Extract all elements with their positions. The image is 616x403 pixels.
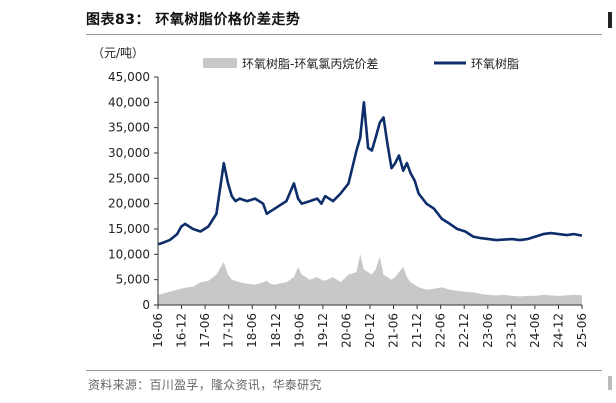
chart-legend: 环氧树脂-环氧氯丙烷价差 环氧树脂: [203, 56, 519, 71]
title-divider: [86, 34, 602, 35]
x-tick-label: 19-12: [316, 313, 330, 348]
series-line-epoxy: [157, 101, 583, 246]
x-tick-label: 24-12: [551, 313, 565, 348]
chart-title-row: 图表83： 环氧树脂价格价差走势: [86, 6, 602, 32]
legend-label-epoxy: 环氧树脂: [471, 56, 519, 71]
y-tick-label: 45,000: [108, 70, 150, 84]
x-tick-label: 24-06: [528, 313, 542, 348]
x-tick-label: 18-06: [245, 313, 259, 348]
chart-axes: 0 5,000 10,000 15,000 20,000 25,000 30,000 35,0…: [108, 70, 589, 348]
adjacent-panel-edge: [608, 12, 612, 28]
x-tick-label: 17-06: [198, 313, 212, 348]
x-tick-label: 18-12: [269, 313, 283, 348]
y-tick-label: 0: [142, 298, 150, 312]
x-tick-label: 20-06: [339, 313, 353, 348]
chart-marks: [157, 101, 583, 305]
x-tick-label: 16-12: [175, 313, 189, 348]
y-axis-unit-label: （元/吨）: [92, 46, 144, 60]
y-tick-label: 15,000: [108, 222, 150, 236]
x-tick-label: 22-06: [434, 313, 448, 348]
x-tick-label: 16-06: [151, 313, 165, 348]
x-tick-label: 23-12: [504, 313, 518, 348]
series-area-spread: [158, 254, 582, 305]
x-tick-label: 23-06: [481, 313, 495, 348]
legend-swatch-spread: [203, 58, 237, 68]
y-tick-label: 10,000: [108, 247, 150, 261]
y-tick-label: 5,000: [116, 273, 150, 287]
y-tick-label: 25,000: [108, 171, 150, 185]
x-tick-label: 20-12: [363, 313, 377, 348]
x-tick-label: 19-06: [292, 313, 306, 348]
x-tick-label: 21-12: [410, 313, 424, 348]
y-tick-label: 40,000: [108, 95, 150, 109]
source-note: 资料来源：百川盈孚，隆众资讯，华泰研究: [88, 378, 322, 392]
y-tick-label: 35,000: [108, 121, 150, 135]
x-tick-label: 21-06: [387, 313, 401, 348]
legend-label-spread: 环氧树脂-环氧氯丙烷价差: [242, 56, 378, 71]
x-tick-label: 17-12: [222, 313, 236, 348]
x-tick-label: 25-06: [575, 313, 589, 348]
y-tick-label: 20,000: [108, 197, 150, 211]
chart-title: 图表83： 环氧树脂价格价差走势: [86, 12, 301, 28]
adjacent-panel-edge-lower: [608, 376, 612, 390]
y-tick-label: 30,000: [108, 146, 150, 160]
x-tick-label: 22-12: [457, 313, 471, 348]
source-divider: [86, 370, 602, 371]
